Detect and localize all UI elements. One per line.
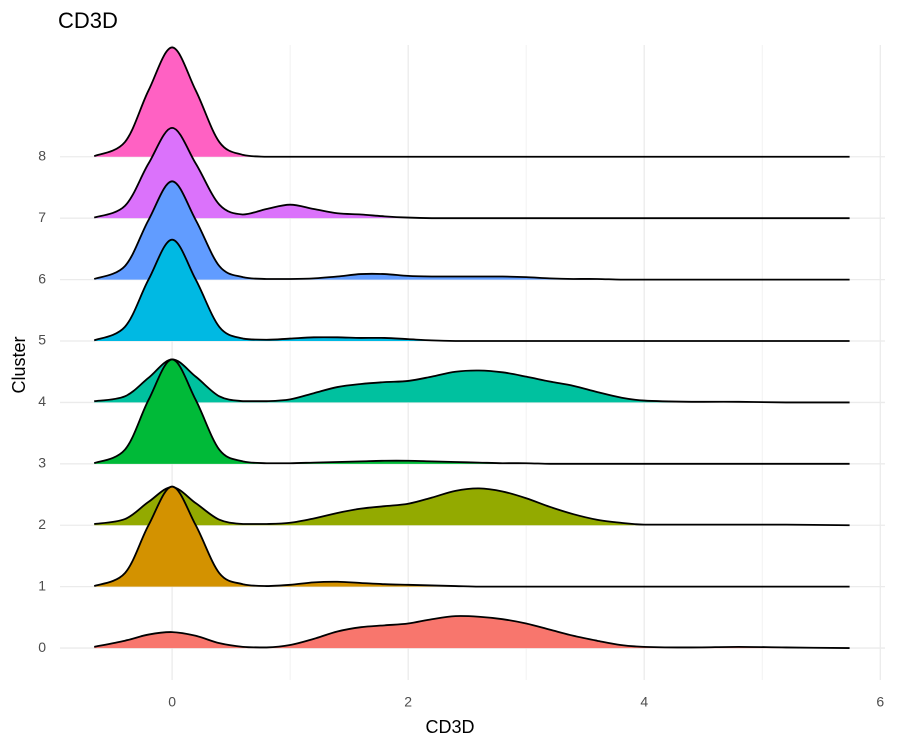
y-tick-label: 1 [38, 577, 46, 593]
y-axis-label: Cluster [9, 336, 29, 393]
ridge-line [93, 180, 850, 281]
y-tick-label: 6 [38, 270, 46, 286]
ridge-fill [94, 359, 850, 403]
x-tick-label: 0 [168, 694, 176, 710]
x-tick-label: 2 [404, 694, 412, 710]
ridge-line [93, 358, 850, 465]
chart-title: CD3D [58, 8, 118, 33]
ridge-line [93, 46, 850, 158]
ridge-fill [94, 615, 850, 649]
y-tick-label: 5 [38, 332, 46, 348]
ridge-line [94, 358, 850, 404]
ridge-fill [94, 359, 850, 464]
ridge-line [94, 486, 850, 527]
x-axis-label: CD3D [425, 717, 474, 737]
ridge-line [94, 615, 850, 649]
x-tick-label: 4 [640, 694, 648, 710]
y-tick-label: 2 [38, 516, 46, 532]
x-tick-label: 6 [876, 694, 884, 710]
ridge-fill [94, 487, 850, 526]
y-tick-label: 0 [38, 639, 46, 655]
ridge-line [93, 127, 850, 220]
y-tick-label: 8 [38, 147, 46, 163]
y-tick-label: 4 [38, 393, 46, 409]
ridge-fill [94, 47, 850, 157]
y-tick-label: 3 [38, 455, 46, 471]
ridge-fill [94, 239, 850, 342]
ridge-line [93, 238, 850, 342]
ridge-fill [94, 486, 850, 587]
ridge-line [93, 485, 850, 588]
y-tick-label: 7 [38, 209, 46, 225]
